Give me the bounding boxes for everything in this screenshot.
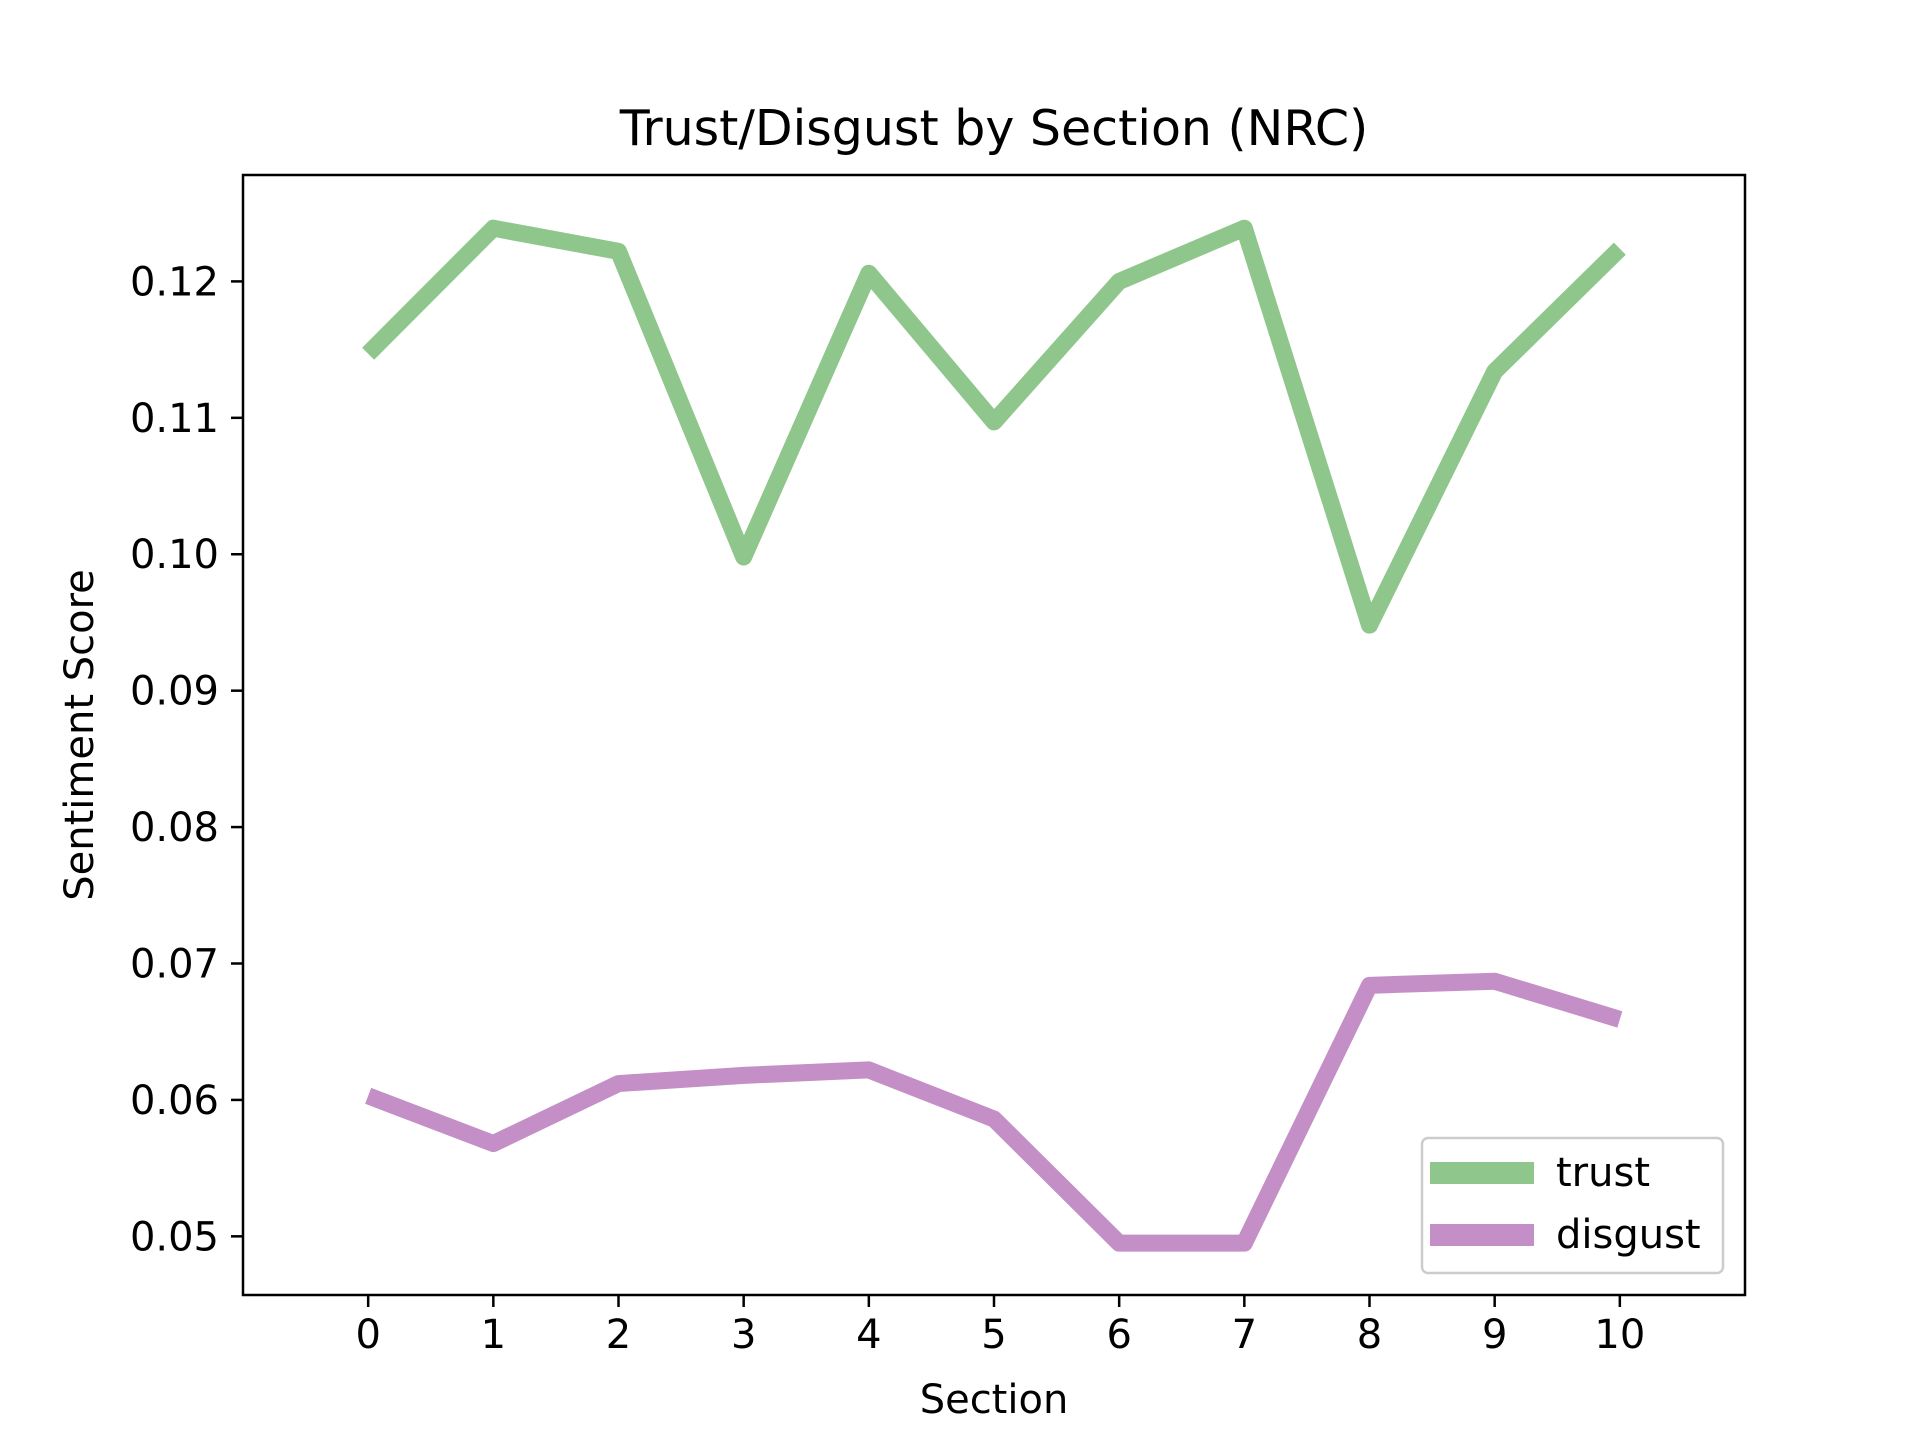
data-point-disgust	[1111, 1235, 1128, 1252]
x-tick-label: 6	[1106, 1312, 1131, 1358]
y-axis: 0.05 0.06 0.07 0.08 0.09 0.10 0.11 0.12	[130, 259, 243, 1260]
x-axis-label: Section	[920, 1377, 1069, 1423]
x-tick-label: 4	[856, 1312, 881, 1358]
y-tick-label: 0.06	[130, 1078, 219, 1124]
data-point-trust	[485, 220, 502, 237]
data-point-disgust	[610, 1075, 627, 1092]
x-tick-label: 1	[481, 1312, 506, 1358]
y-tick-label: 0.08	[130, 805, 219, 851]
x-axis: 0 1 2 3 4 5 6 7 8 9 10	[355, 1295, 1645, 1358]
x-tick-label: 8	[1357, 1312, 1382, 1358]
y-axis-label: Sentiment Score	[57, 569, 103, 901]
x-tick-label: 7	[1232, 1312, 1257, 1358]
legend: trust disgust	[1420, 1136, 1725, 1275]
data-point-trust	[1611, 240, 1628, 257]
legend-label-disgust: disgust	[1556, 1212, 1701, 1258]
data-point-disgust	[1236, 1235, 1253, 1252]
x-tick-label: 9	[1482, 1312, 1507, 1358]
data-point-disgust	[860, 1061, 877, 1078]
data-point-trust	[1361, 617, 1378, 634]
data-point-disgust	[1486, 973, 1503, 990]
series-line-trust	[362, 219, 1626, 634]
data-point-trust	[610, 243, 627, 260]
y-tick-label: 0.07	[130, 942, 219, 988]
chart-title: Trust/Disgust by Section (NRC)	[619, 100, 1369, 157]
legend-label-trust: trust	[1556, 1150, 1650, 1196]
y-tick-label: 0.05	[130, 1214, 219, 1260]
y-tick-label: 0.10	[130, 532, 219, 578]
data-point-trust	[735, 548, 752, 565]
x-tick-label: 0	[355, 1312, 380, 1358]
x-tick-label: 10	[1594, 1312, 1645, 1358]
data-point-disgust	[360, 1087, 377, 1104]
data-point-trust	[986, 413, 1003, 430]
y-tick-label: 0.12	[130, 259, 219, 305]
data-point-disgust	[1361, 977, 1378, 994]
series-layer	[360, 219, 1628, 1252]
data-point-disgust	[986, 1111, 1003, 1128]
x-tick-label: 5	[981, 1312, 1006, 1358]
data-point-trust	[1111, 273, 1128, 290]
data-point-disgust	[735, 1067, 752, 1084]
x-tick-label: 3	[731, 1312, 756, 1358]
data-point-disgust	[1611, 1011, 1628, 1028]
y-tick-label: 0.11	[130, 396, 219, 442]
series-line-disgust	[365, 972, 1623, 1252]
data-point-trust	[360, 345, 377, 362]
data-point-trust	[860, 265, 877, 282]
data-point-trust	[1236, 220, 1253, 237]
y-tick-label: 0.09	[130, 669, 219, 715]
data-point-trust	[1486, 363, 1503, 380]
x-tick-label: 2	[606, 1312, 631, 1358]
data-point-disgust	[485, 1135, 502, 1152]
